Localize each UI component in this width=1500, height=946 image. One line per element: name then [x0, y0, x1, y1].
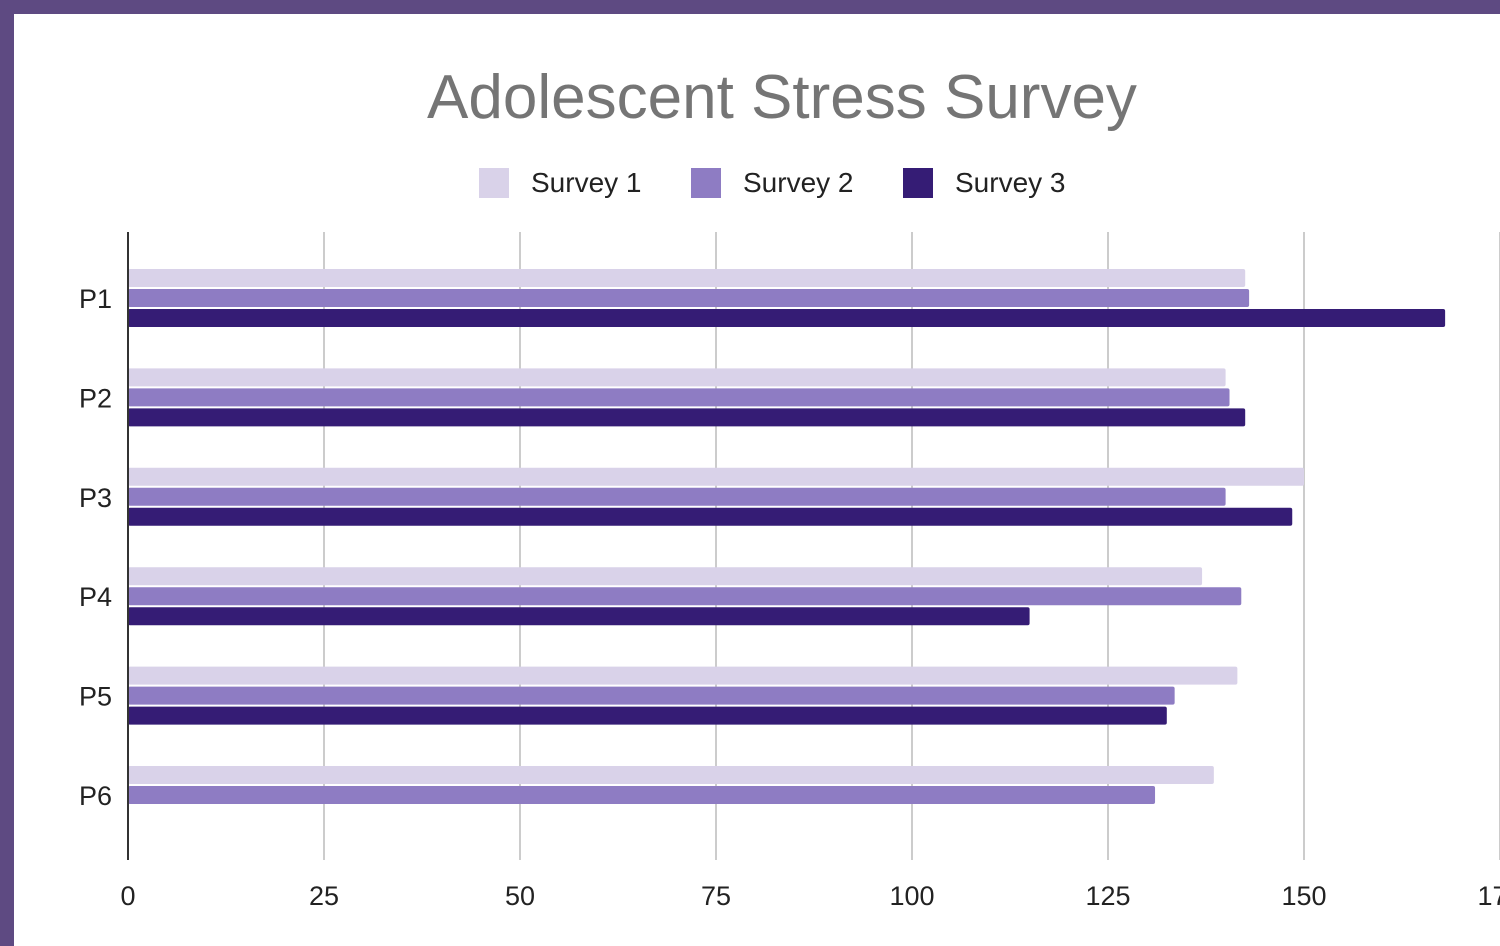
x-tick-label-150: 150	[1281, 881, 1326, 911]
legend-item-survey-2: Survey 2	[691, 167, 854, 198]
bar-p4-survey-1	[128, 567, 1203, 586]
bar-p4-survey-3	[128, 607, 1030, 626]
bar-p2-survey-3	[128, 408, 1246, 427]
y-category-label-p6: P6	[79, 781, 112, 811]
legend-label-survey-1: Survey 1	[531, 167, 642, 198]
bar-p3-survey-1	[128, 467, 1304, 486]
bar-p3-survey-3	[128, 507, 1293, 526]
legend: Survey 1 Survey 2 Survey 3	[479, 167, 1066, 198]
bar-p5-survey-1	[128, 666, 1238, 685]
bar-p5-survey-3	[128, 706, 1167, 725]
gridlines	[323, 232, 1500, 860]
bar-p4-survey-2	[128, 587, 1242, 606]
chart-title: Adolescent Stress Survey	[427, 63, 1137, 132]
legend-label-survey-2: Survey 2	[743, 167, 854, 198]
y-category-label-p3: P3	[79, 483, 112, 513]
axis-labels: 0 25 50 75 100 125 150 175 P1 P2 P3 P4 P5 P6	[79, 284, 1500, 911]
legend-swatch-survey-2	[691, 168, 721, 198]
bar-p1-survey-1	[128, 269, 1246, 287]
x-tick-label-50: 50	[505, 881, 535, 911]
bar-p1-survey-3	[128, 309, 1446, 327]
x-tick-label-0: 0	[120, 881, 135, 911]
bar-p3-survey-2	[128, 487, 1226, 506]
legend-swatch-survey-1	[479, 168, 509, 198]
x-tick-label-175: 175	[1477, 881, 1500, 911]
legend-swatch-survey-3	[903, 168, 933, 198]
bar-p6-survey-1	[128, 766, 1214, 784]
x-tick-label-25: 25	[309, 881, 339, 911]
legend-label-survey-3: Survey 3	[955, 167, 1066, 198]
bar-p5-survey-2	[128, 686, 1175, 705]
x-tick-label-75: 75	[701, 881, 731, 911]
bar-p6-survey-2	[128, 786, 1156, 804]
y-category-label-p4: P4	[79, 582, 112, 612]
bar-p2-survey-1	[128, 368, 1226, 387]
legend-item-survey-3: Survey 3	[903, 167, 1066, 198]
x-tick-label-125: 125	[1085, 881, 1130, 911]
bar-p2-survey-2	[128, 388, 1230, 407]
legend-item-survey-1: Survey 1	[479, 167, 642, 198]
bar-p1-survey-2	[128, 289, 1250, 307]
y-category-label-p1: P1	[79, 284, 112, 314]
y-category-label-p5: P5	[79, 682, 112, 712]
x-tick-label-100: 100	[889, 881, 934, 911]
y-category-label-p2: P2	[79, 383, 112, 413]
bars	[128, 269, 1446, 804]
